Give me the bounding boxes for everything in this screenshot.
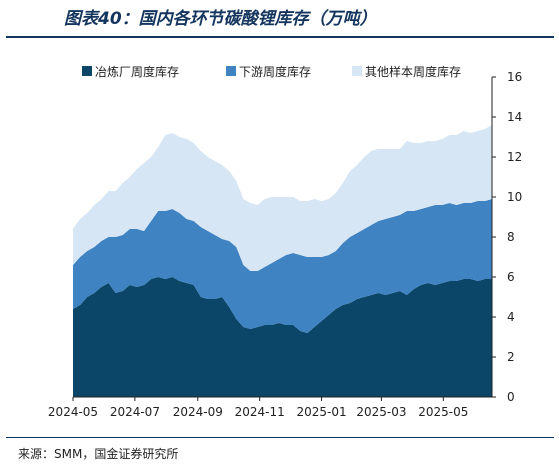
y-tick-label: 2 bbox=[507, 350, 515, 364]
legend-label-1: 冶炼厂周度库存 bbox=[95, 64, 179, 79]
area-series-1 bbox=[73, 277, 492, 397]
chart-axes: 0 2 4 6 8 10 12 14 16 2024-05 2024-07 2024-09 2024-1… bbox=[48, 70, 522, 419]
stacked-areas bbox=[73, 125, 492, 397]
y-tick-label: 10 bbox=[507, 190, 522, 204]
source-note: 来源：SMM，国金证券研究所 bbox=[18, 447, 179, 461]
area-series-3 bbox=[73, 125, 492, 271]
y-tick-label: 4 bbox=[507, 310, 515, 324]
y-tick-label: 6 bbox=[507, 270, 515, 284]
x-tick-label: 2024-07 bbox=[110, 405, 160, 419]
chart-legend: 冶炼厂周度库存 下游周度库存 其他样本周度库存 bbox=[82, 64, 461, 79]
y-tick-label: 12 bbox=[507, 150, 522, 164]
legend-swatch-3 bbox=[352, 66, 362, 76]
title-divider bbox=[6, 36, 554, 38]
x-tick-label: 2025-05 bbox=[418, 405, 468, 419]
legend-label-2: 下游周度库存 bbox=[239, 64, 311, 79]
x-tick-label: 2024-09 bbox=[173, 405, 223, 419]
legend-swatch-2 bbox=[226, 66, 236, 76]
area-series-2 bbox=[73, 199, 492, 333]
y-tick-label: 14 bbox=[507, 110, 522, 124]
x-tick-label: 2025-03 bbox=[356, 405, 406, 419]
x-tick-label: 2025-01 bbox=[296, 405, 346, 419]
legend-label-3: 其他样本周度库存 bbox=[365, 64, 461, 79]
source-divider bbox=[6, 437, 554, 438]
y-tick-label: 16 bbox=[507, 70, 522, 84]
x-tick-label: 2024-11 bbox=[235, 405, 285, 419]
y-tick-label: 8 bbox=[507, 230, 515, 244]
x-tick-label: 2024-05 bbox=[48, 405, 98, 419]
y-tick-label: 0 bbox=[507, 390, 515, 404]
legend-swatch-1 bbox=[82, 66, 92, 76]
chart-title: 图表40：国内各环节碳酸锂库存（万吨） bbox=[64, 9, 377, 29]
